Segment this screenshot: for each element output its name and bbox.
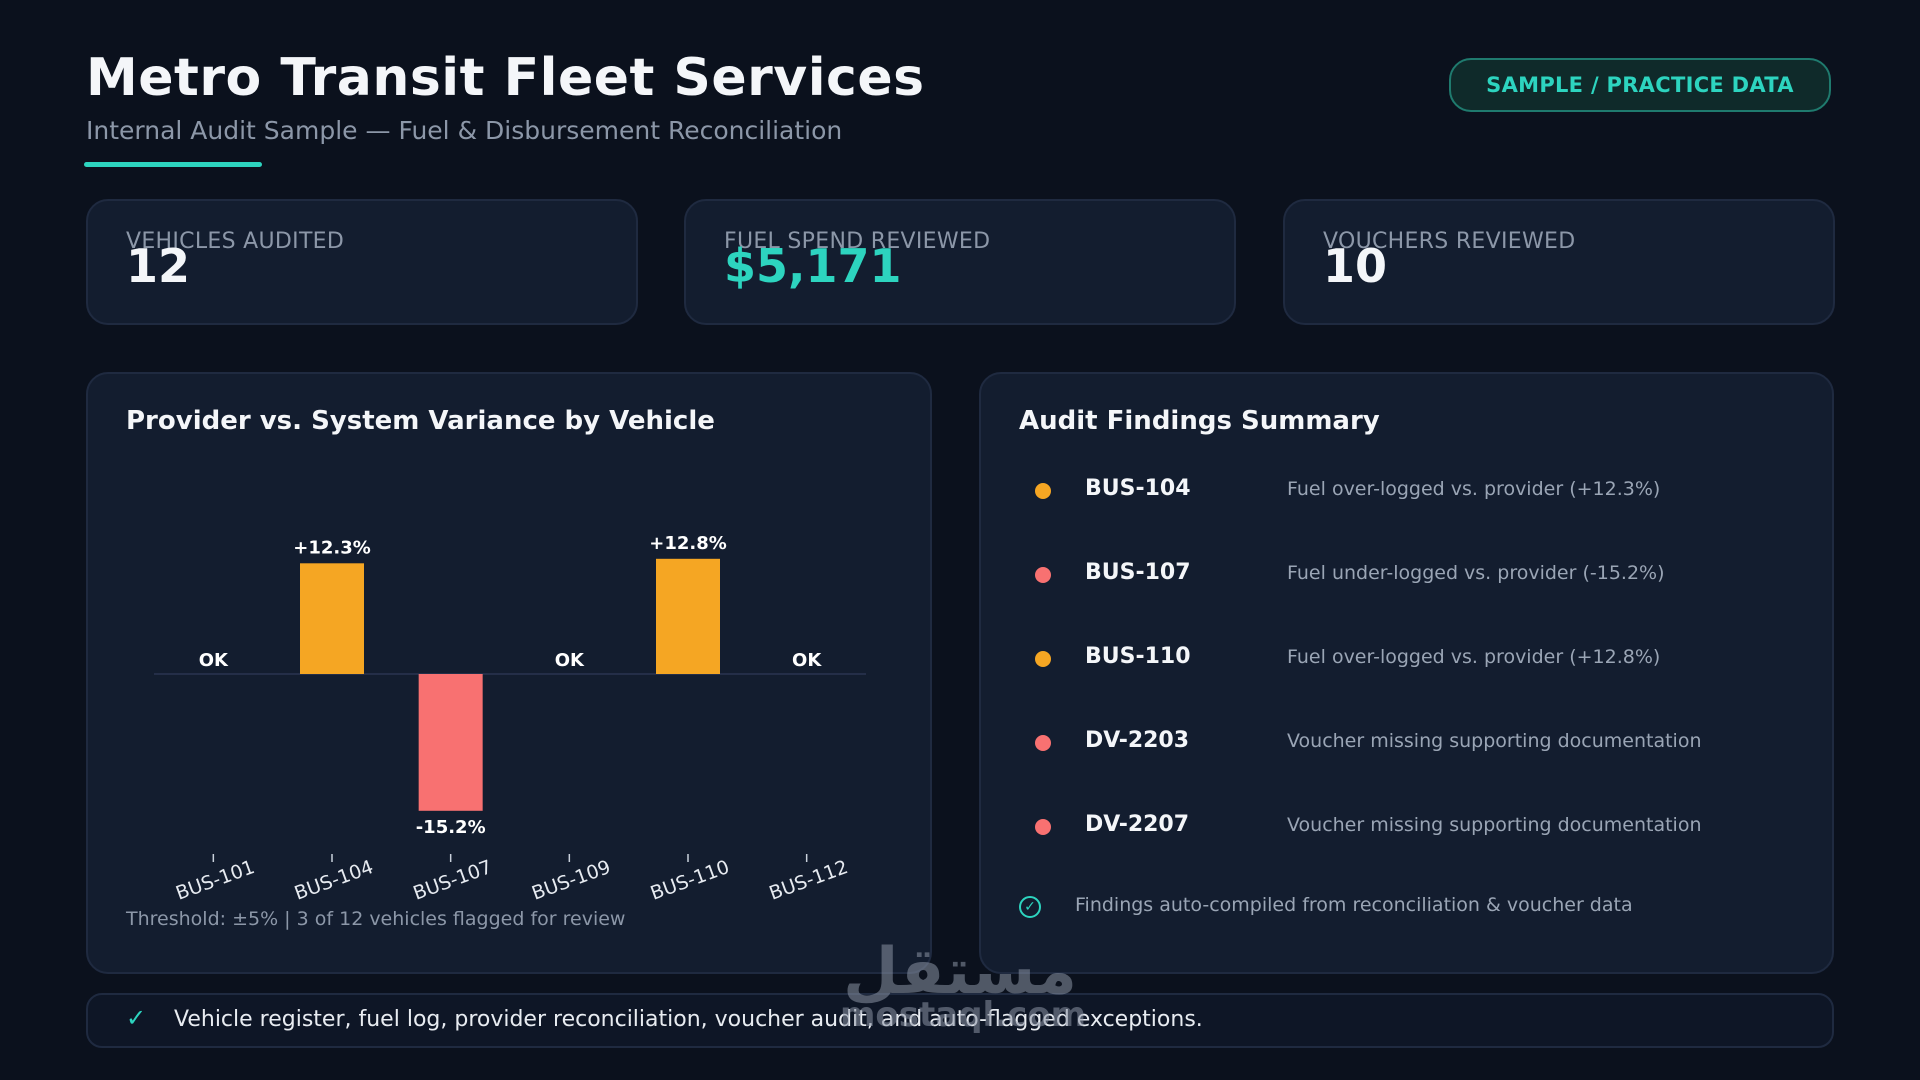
chart-bar xyxy=(418,674,483,811)
finding-description: Voucher missing supporting documentation xyxy=(1287,730,1702,752)
variance-chart-panel: Provider vs. System Variance by Vehicle … xyxy=(86,372,932,974)
chart-data-label: OK xyxy=(792,650,822,671)
chart-tick-label: BUS-101 xyxy=(173,856,258,905)
stat-label: VOUCHERS REVIEWED xyxy=(1323,229,1576,254)
stat-card-vouchers: VOUCHERS REVIEWED 10 xyxy=(1283,199,1835,325)
finding-row: BUS-104 Fuel over-logged vs. provider (+… xyxy=(981,470,1832,510)
watermark-logo: مستقل mostaql.com xyxy=(840,935,1087,1035)
finding-id: BUS-107 xyxy=(1085,560,1191,585)
chart-data-label: -15.2% xyxy=(416,817,486,838)
chart-data-label: OK xyxy=(555,650,585,671)
summary-footer: ✓ Vehicle register, fuel log, provider r… xyxy=(86,993,1834,1048)
findings-panel: Audit Findings Summary BUS-104 Fuel over… xyxy=(979,372,1834,974)
chart-tick-label: BUS-109 xyxy=(529,856,614,905)
finding-row: BUS-107 Fuel under-logged vs. provider (… xyxy=(981,554,1832,594)
finding-description: Fuel under-logged vs. provider (-15.2%) xyxy=(1287,562,1665,584)
chart-data-label: +12.8% xyxy=(649,533,727,554)
finding-row: BUS-110 Fuel over-logged vs. provider (+… xyxy=(981,638,1832,678)
finding-description: Voucher missing supporting documentation xyxy=(1287,814,1702,836)
chart-tick-label: BUS-107 xyxy=(410,856,495,905)
stat-value: 10 xyxy=(1323,239,1388,293)
stat-label: FUEL SPEND REVIEWED xyxy=(724,229,991,254)
footer-summary-text: Vehicle register, fuel log, provider rec… xyxy=(174,1007,1203,1032)
chart-tick-label: BUS-104 xyxy=(292,856,377,905)
stat-card-fuel-spend: FUEL SPEND REVIEWED $5,171 xyxy=(684,199,1236,325)
chart-data-label: +12.3% xyxy=(293,537,371,558)
status-dot-icon xyxy=(1035,819,1051,835)
chart-title: Provider vs. System Variance by Vehicle xyxy=(126,406,715,436)
title-accent-bar xyxy=(84,162,262,167)
finding-id: DV-2207 xyxy=(1085,812,1190,837)
sample-data-badge: SAMPLE / PRACTICE DATA xyxy=(1449,58,1831,112)
check-circle-icon: ✓ xyxy=(1019,896,1041,918)
finding-description: Fuel over-logged vs. provider (+12.3%) xyxy=(1287,478,1661,500)
chart-footnote: Threshold: ±5% | 3 of 12 vehicles flagge… xyxy=(126,908,626,930)
chart-data-label: OK xyxy=(199,650,229,671)
variance-bar-chart: OK BUS-101 +12.3% BUS-104 -15.2% BUS-107 OK BUS… xyxy=(154,533,866,905)
finding-id: DV-2203 xyxy=(1085,728,1190,753)
finding-row: DV-2203 Voucher missing supporting docum… xyxy=(981,722,1832,762)
status-dot-icon xyxy=(1035,735,1051,751)
page-subtitle: Internal Audit Sample — Fuel & Disbursem… xyxy=(86,116,843,145)
findings-title: Audit Findings Summary xyxy=(1019,406,1380,436)
stat-value: 12 xyxy=(126,239,191,293)
chart-tick-label: BUS-112 xyxy=(766,856,851,905)
chart-tick-label: BUS-110 xyxy=(648,856,733,905)
status-dot-icon xyxy=(1035,567,1051,583)
stat-value: $5,171 xyxy=(724,239,902,293)
status-dot-icon xyxy=(1035,483,1051,499)
status-dot-icon xyxy=(1035,651,1051,667)
watermark-latin-text: mostaql.com xyxy=(840,995,1087,1035)
findings-note: Findings auto-compiled from reconciliati… xyxy=(1075,894,1633,916)
checkmark-icon: ✓ xyxy=(126,1004,147,1032)
page-title: Metro Transit Fleet Services xyxy=(86,48,925,108)
finding-id: BUS-104 xyxy=(1085,476,1191,501)
watermark-arabic-text: مستقل xyxy=(842,935,1078,1009)
chart-bar xyxy=(656,558,720,674)
finding-row: DV-2207 Voucher missing supporting docum… xyxy=(981,806,1832,846)
stat-label: VEHICLES AUDITED xyxy=(126,229,345,254)
finding-description: Fuel over-logged vs. provider (+12.8%) xyxy=(1287,646,1661,668)
finding-id: BUS-110 xyxy=(1085,644,1191,669)
chart-bar xyxy=(300,563,364,674)
stat-card-vehicles: VEHICLES AUDITED 12 xyxy=(86,199,638,325)
